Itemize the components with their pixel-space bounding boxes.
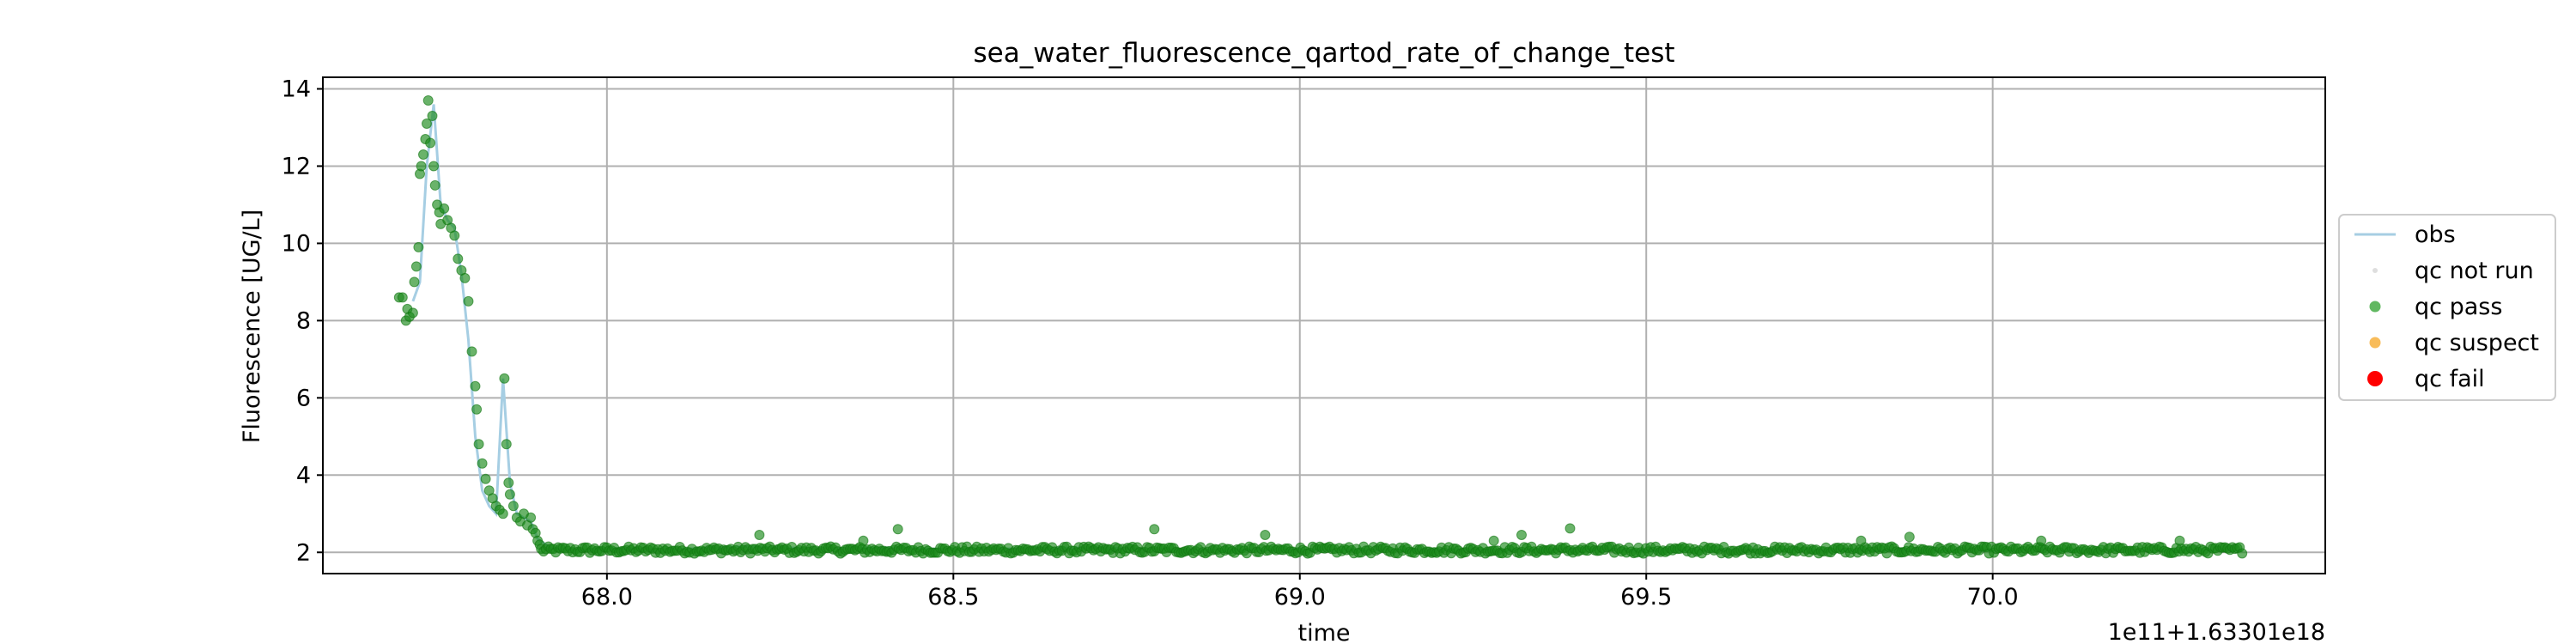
qc-pass-point (1856, 535, 1867, 546)
qc-pass-point (471, 404, 483, 415)
qc-pass-point (449, 230, 460, 241)
qc-pass-point (473, 439, 484, 450)
y-tick-label: 2 (296, 539, 311, 566)
qc-pass-point (1564, 523, 1576, 534)
qc-pass-point (892, 524, 903, 535)
qc-pass-point (501, 439, 512, 450)
legend-label: qc fail (2415, 366, 2485, 392)
x-tick-label: 70.0 (1967, 584, 2019, 611)
plot-frame (322, 76, 2326, 574)
qc-pass-point (466, 346, 477, 357)
qc-pass-series-points (393, 95, 2248, 559)
chart-title: sea_water_fluorescence_qartod_rate_of_ch… (973, 38, 1674, 69)
qc-pass-point (427, 111, 438, 121)
x-tick-label: 68.0 (581, 584, 633, 611)
qc-pass-point (422, 118, 432, 129)
legend-label: qc not run (2415, 258, 2534, 284)
legend-item-obs: obs (2354, 222, 2456, 248)
x-axis-label: time (1297, 620, 1350, 644)
qc-pass-point (2174, 535, 2185, 546)
qc-pass-point (428, 161, 440, 172)
qc-pass-point (463, 295, 474, 307)
qc-pass-point (2036, 535, 2047, 546)
plot-area (322, 76, 2326, 574)
qc-pass-point (499, 373, 510, 384)
y-tick-label: 4 (296, 462, 311, 489)
qc-pass-point (410, 261, 422, 272)
qc-pass-point (1904, 532, 1915, 543)
qc-pass-point (1516, 530, 1527, 540)
y-tick-label: 10 (282, 230, 311, 257)
qc-pass-point (416, 161, 427, 172)
qc-pass-point (439, 203, 450, 214)
x-tick-label: 69.0 (1274, 584, 1326, 611)
qc-pass-point (2237, 548, 2248, 559)
x-axis: 68.0 68.5 69.0 69.5 70.0 (581, 574, 2019, 611)
legend-item-qc-not-run: qc not run (2372, 258, 2534, 284)
qc-pass-point (409, 276, 420, 288)
qc-pass-point (453, 253, 464, 264)
qc-pass-point (526, 512, 537, 523)
qc-pass-point (1488, 535, 1499, 546)
qc-pass-point (459, 272, 471, 283)
legend-frame (2338, 214, 2556, 401)
qc-pass-point (470, 380, 481, 392)
qc-pass-point (507, 501, 519, 512)
x-offset-text: 1e11+1.63301e18 (2108, 619, 2325, 644)
legend-item-qc-pass: qc pass (2369, 294, 2502, 320)
legend-label: qc suspect (2415, 330, 2539, 356)
legend-dot-marker (2367, 371, 2383, 386)
qc-pass-point (413, 241, 424, 252)
qc-pass-point (503, 477, 514, 489)
qc-pass-point (480, 473, 491, 484)
legend-dot-marker (2372, 268, 2378, 273)
qc-pass-point (858, 535, 869, 546)
legend-item-qc-fail: qc fail (2367, 366, 2485, 392)
qc-pass-point (477, 458, 488, 469)
x-tick-label: 69.5 (1620, 584, 1672, 611)
legend-dot-marker (2369, 337, 2381, 349)
qc-pass-point (504, 489, 515, 500)
qc-pass-point (1260, 530, 1271, 540)
qc-pass-point (754, 530, 765, 540)
grid (323, 77, 2325, 574)
y-tick-label: 14 (282, 76, 311, 102)
y-axis-label: Fluorescence [UG/L] (239, 210, 265, 443)
y-axis: 2 4 6 8 10 12 14 (282, 76, 323, 566)
legend-dot-marker (2369, 301, 2381, 313)
qc-pass-point (425, 137, 436, 149)
y-tick-label: 6 (296, 385, 311, 411)
qc-pass-point (1149, 524, 1160, 535)
plot-background (323, 77, 2325, 574)
qc-pass-point (418, 149, 428, 160)
legend: obs qc not run qc pass qc suspect qc fail (2338, 214, 2556, 401)
qc-pass-point (429, 179, 440, 191)
legend-item-qc-suspect: qc suspect (2369, 330, 2539, 356)
qc-pass-point (407, 307, 418, 319)
legend-label: obs (2415, 222, 2456, 248)
y-tick-label: 8 (296, 307, 311, 334)
qc-pass-point (497, 508, 508, 519)
x-tick-label: 68.5 (927, 584, 979, 611)
legend-label: qc pass (2415, 294, 2502, 320)
qc-pass-point (397, 292, 408, 303)
y-tick-label: 12 (282, 153, 311, 179)
qc-pass-point (422, 95, 434, 106)
